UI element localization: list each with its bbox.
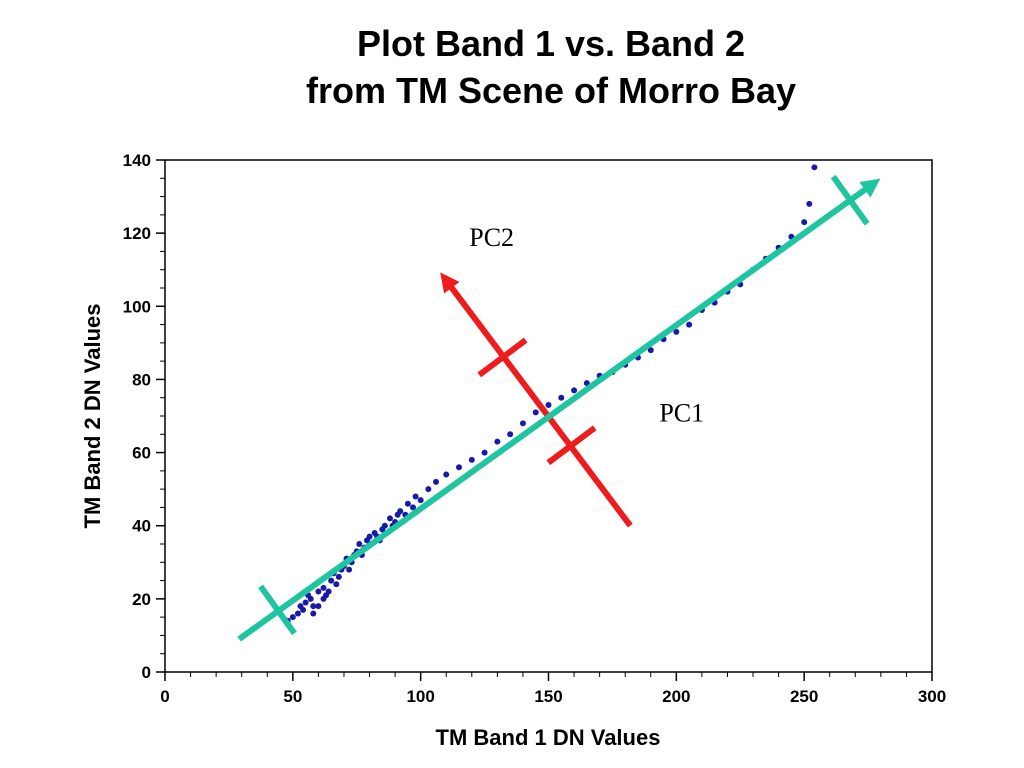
data-point xyxy=(686,321,693,328)
x-tick-label: 250 xyxy=(790,687,818,706)
y-tick-label: 60 xyxy=(132,444,151,463)
data-point xyxy=(363,537,370,544)
pc1-label: PC1 xyxy=(659,398,704,427)
data-point xyxy=(302,599,309,606)
data-point xyxy=(519,420,526,427)
chart-title-line-2: from TM Scene of Morro Bay xyxy=(306,70,796,111)
pc1-axis-tick xyxy=(830,174,870,226)
data-point xyxy=(545,402,552,409)
x-tick-label: 300 xyxy=(918,687,946,706)
axes-layer: 0 50 100 150 200 250 300 0 20 40 60 80 100 120 140 xyxy=(123,151,947,706)
data-point xyxy=(673,328,680,335)
data-point xyxy=(320,595,327,602)
data-point xyxy=(468,456,475,463)
x-tick-label: 0 xyxy=(160,687,169,706)
data-point xyxy=(412,493,419,500)
data-point xyxy=(333,581,340,588)
data-point xyxy=(409,504,416,511)
data-point xyxy=(507,431,514,438)
pc2-axis-tick xyxy=(477,337,528,378)
pc1-axis-tick xyxy=(258,584,297,636)
data-point xyxy=(443,471,450,478)
data-point xyxy=(647,347,654,354)
pc1-axis-arrow xyxy=(237,178,881,642)
data-point xyxy=(571,387,578,394)
y-tick-label: 80 xyxy=(132,370,151,389)
data-point xyxy=(310,603,317,610)
data-point xyxy=(417,497,424,504)
data-point xyxy=(433,478,440,485)
data-point xyxy=(494,438,501,445)
y-tick-label: 120 xyxy=(123,224,151,243)
y-tick-label: 0 xyxy=(142,663,151,682)
pc2-label: PC2 xyxy=(469,223,514,252)
data-point xyxy=(356,541,363,547)
x-tick-label: 50 xyxy=(283,687,302,706)
x-tick-label: 150 xyxy=(534,687,562,706)
data-point xyxy=(481,449,488,456)
data-point xyxy=(386,515,393,522)
data-point xyxy=(310,610,317,617)
data-point xyxy=(294,610,301,617)
pc2-axis-tick xyxy=(546,425,597,466)
y-axis-label: TM Band 2 DN Values xyxy=(80,304,105,529)
y-tick-label: 140 xyxy=(123,151,151,170)
data-point xyxy=(394,511,401,518)
pc2-axis-arrow xyxy=(440,272,633,528)
data-point xyxy=(425,486,432,493)
data-point xyxy=(811,164,818,171)
data-point xyxy=(315,588,322,595)
x-tick-label: 100 xyxy=(406,687,434,706)
data-point xyxy=(325,588,332,595)
data-point xyxy=(289,614,296,621)
y-tick-label: 100 xyxy=(123,297,151,316)
data-point xyxy=(297,603,304,610)
y-tick-label: 20 xyxy=(132,590,151,609)
data-point xyxy=(558,394,565,401)
data-point xyxy=(379,526,386,533)
data-point xyxy=(346,566,353,573)
data-point xyxy=(315,603,322,610)
data-point xyxy=(806,200,813,207)
data-point xyxy=(532,409,539,416)
data-point xyxy=(335,573,342,580)
y-tick-label: 40 xyxy=(132,517,151,536)
data-point xyxy=(583,380,590,387)
data-point xyxy=(404,500,411,507)
x-axis-label: TM Band 1 DN Values xyxy=(436,725,661,750)
overlay-layer xyxy=(237,174,881,642)
data-point xyxy=(328,577,335,584)
chart-title-line-1: Plot Band 1 vs. Band 2 xyxy=(357,23,745,64)
data-point xyxy=(320,584,327,591)
data-point xyxy=(801,219,808,226)
points-layer xyxy=(284,164,818,624)
x-tick-label: 200 xyxy=(662,687,690,706)
data-point xyxy=(456,464,463,471)
